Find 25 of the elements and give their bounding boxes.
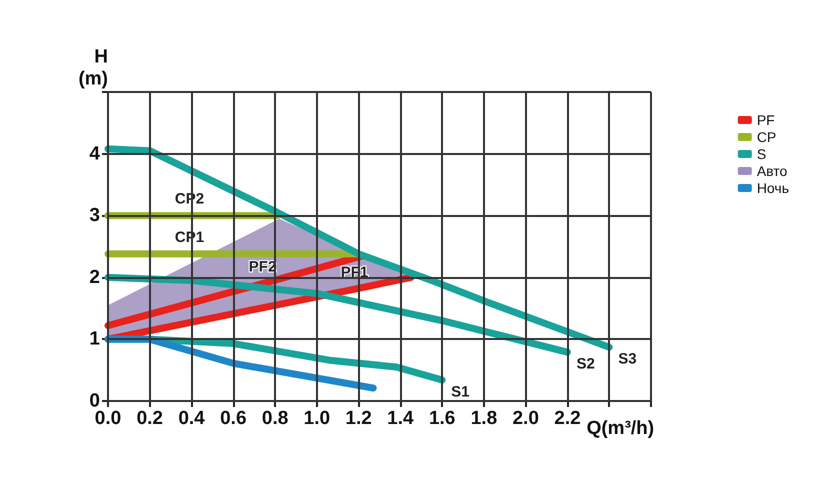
data-label: S3	[618, 350, 637, 368]
x-tick-label: 0.8	[262, 408, 288, 429]
x-tick-label: 1.2	[345, 408, 372, 429]
x-tick-label: 1.4	[387, 408, 414, 429]
x-tick-label: 1.6	[428, 408, 456, 429]
x-tick-label: 2.2	[554, 408, 581, 429]
data-label: S1	[451, 383, 470, 400]
y-tick-label: 1	[89, 328, 100, 350]
x-tick-label: 0.2	[136, 408, 163, 429]
x-tick-label: 0.4	[178, 408, 206, 429]
x-axis-title: Q(m³/h)	[586, 418, 654, 439]
y-tick-label: 4	[89, 143, 100, 164]
legend-label: Ночь	[756, 180, 790, 196]
data-label: S2	[576, 356, 595, 373]
legend-label: CP	[756, 129, 776, 145]
y-tick-label: 3	[89, 205, 100, 226]
legend-label: S	[756, 146, 766, 162]
legend-label: PF	[756, 112, 775, 128]
y-axis-title: H (m)	[78, 46, 108, 90]
legend-label: Авто	[756, 163, 788, 179]
x-tick-label: 0.6	[220, 408, 247, 429]
x-tick-label: 2.0	[512, 408, 539, 429]
x-tick-label: 1.0	[304, 408, 330, 429]
x-tick-label: 1.8	[470, 408, 498, 429]
y-tick-label: 2	[89, 266, 100, 288]
